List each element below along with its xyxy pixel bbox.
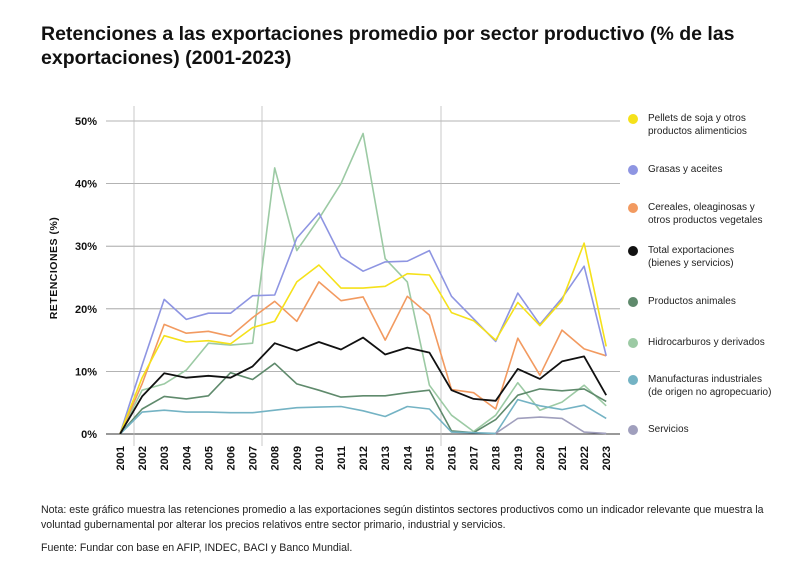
- legend-marker-icon: [628, 297, 638, 307]
- x-tick-label: 2003: [159, 446, 171, 470]
- x-axis-ticks: 2001 2002 2003 2004 2005 2006 2007 2008 2009 2010…: [115, 445, 613, 470]
- legend-marker-icon: [628, 114, 638, 124]
- legend-marker-icon: [628, 375, 638, 385]
- legend-label: Pellets de soja y otros productos alimen…: [648, 113, 747, 137]
- x-tick-label: 2002: [137, 446, 149, 470]
- legend-item: Total exportaciones (bienes y servicios): [628, 244, 798, 270]
- legend-label: Cereales, oleaginosas y otros productos …: [648, 202, 763, 226]
- x-tick-label: 2017: [469, 446, 481, 470]
- series-lines: [119, 132, 607, 435]
- series-line-4: [119, 362, 607, 435]
- legend-marker-icon: [628, 425, 638, 435]
- series-line-5: [119, 132, 607, 435]
- legend-label: Grasas y aceites: [648, 164, 723, 175]
- x-tick-label: 2006: [226, 446, 238, 470]
- x-tick-label: 2020: [535, 446, 547, 470]
- chart-source: Fuente: Fundar con base en AFIP, INDEC, …: [41, 542, 353, 554]
- x-tick-label: 2021: [557, 446, 569, 470]
- series-line-2: [119, 281, 607, 435]
- chart-title: Retenciones a las exportaciones promedio…: [41, 23, 735, 69]
- series-line-1: [119, 212, 607, 435]
- legend-marker-icon: [628, 246, 638, 256]
- y-axis-ticks: 0% 10% 20% 30% 40% 50%: [75, 116, 97, 441]
- legend-label: Servicios: [648, 424, 689, 435]
- line-chart: 0%10%20%30%40%50% 2001 2002 2003 2004 2005 20…: [48, 106, 620, 470]
- legend-item: Hidrocarburos y derivados: [628, 336, 798, 349]
- legend-marker-icon: [628, 165, 638, 175]
- x-tick-label: 2013: [380, 446, 392, 470]
- x-tick-label: 2005: [203, 446, 215, 470]
- y-tick-label: 30%: [75, 241, 97, 253]
- legend-label: Total exportaciones (bienes y servicios): [648, 245, 735, 269]
- legend-item: Grasas y aceites: [628, 163, 798, 176]
- series-line-7: [495, 416, 607, 435]
- legend-item: Productos animales: [628, 295, 798, 308]
- x-tick-label: 2012: [358, 446, 370, 470]
- series-line-3: [119, 336, 607, 435]
- y-tick-label: 40%: [75, 179, 97, 191]
- y-axis-label: RETENCIONES (%): [48, 217, 60, 320]
- x-tick-label: 2022: [579, 446, 591, 470]
- x-tick-label: 2023: [601, 446, 613, 470]
- chart-note: Nota: este gráfico muestra las retencion…: [41, 504, 764, 531]
- legend-label: Manufacturas industriales (de origen no …: [648, 374, 772, 398]
- y-tick-label: 50%: [75, 116, 97, 128]
- x-tick-label: 2019: [513, 446, 525, 470]
- legend-item: Servicios: [628, 423, 798, 436]
- x-tick-label: 2016: [447, 446, 459, 470]
- y-tick-label: 0%: [81, 429, 97, 441]
- legend-marker-icon: [628, 338, 638, 348]
- x-tick-label: 2015: [424, 446, 436, 470]
- gridlines: [106, 106, 620, 446]
- x-tick-label: 2007: [248, 446, 260, 470]
- legend-item: Pellets de soja y otros productos alimen…: [628, 112, 798, 138]
- x-tick-label: 2008: [270, 446, 282, 470]
- legend-item: Cereales, oleaginosas y otros productos …: [628, 201, 798, 227]
- series-line-6: [119, 398, 607, 435]
- legend-marker-icon: [628, 203, 638, 213]
- x-tick-label: 2014: [402, 445, 414, 470]
- y-tick-label: 20%: [75, 304, 97, 316]
- legend-label: Productos animales: [648, 296, 736, 307]
- legend-item: Manufacturas industriales (de origen no …: [628, 373, 798, 399]
- y-tick-label: 10%: [75, 366, 97, 378]
- x-tick-label: 2004: [181, 445, 193, 470]
- x-tick-label: 2010: [314, 446, 326, 470]
- x-tick-label: 2001: [115, 446, 127, 470]
- x-tick-label: 2011: [336, 446, 348, 470]
- x-tick-label: 2018: [491, 446, 503, 470]
- series-line-0: [119, 242, 607, 435]
- x-tick-label: 2009: [292, 446, 304, 470]
- legend-label: Hidrocarburos y derivados: [648, 337, 765, 348]
